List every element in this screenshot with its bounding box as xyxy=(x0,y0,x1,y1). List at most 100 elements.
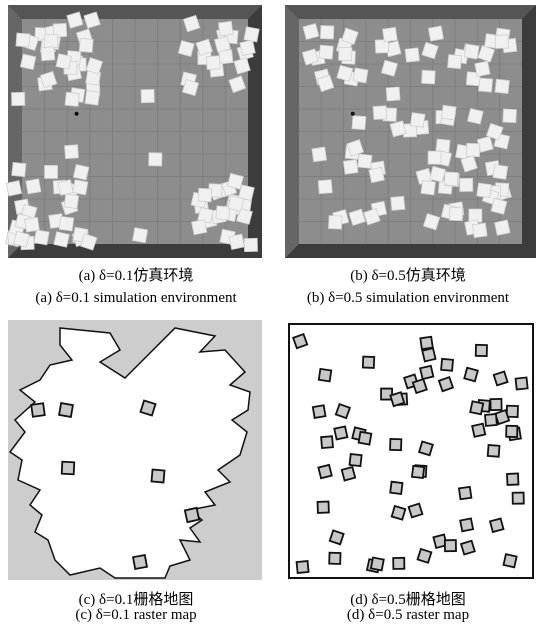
obstacle xyxy=(420,337,432,349)
obstacle xyxy=(410,113,425,128)
obstacle xyxy=(490,399,501,410)
obstacle xyxy=(6,181,21,196)
obstacle xyxy=(391,196,405,210)
obstacle xyxy=(41,47,55,61)
obstacle xyxy=(516,377,528,389)
obstacle xyxy=(390,482,402,494)
obstacle xyxy=(152,470,165,483)
obstacle xyxy=(141,89,154,102)
obstacle xyxy=(244,27,259,42)
obstacle xyxy=(445,540,456,551)
obstacle xyxy=(318,502,329,513)
obstacle xyxy=(328,216,342,230)
obstacle xyxy=(495,220,510,235)
obstacle xyxy=(297,561,309,573)
obstacle xyxy=(44,34,57,47)
obstacle xyxy=(62,462,75,475)
obstacle xyxy=(472,223,487,238)
obstacle xyxy=(421,180,436,195)
obstacle xyxy=(343,160,358,175)
obstacle xyxy=(85,91,100,106)
obstacle xyxy=(491,198,507,214)
obstacle xyxy=(422,348,435,361)
caption-cn: (d) δ=0.5栅格地图 xyxy=(272,588,544,609)
obstacle xyxy=(409,504,423,518)
obstacle xyxy=(16,33,30,47)
obstacle xyxy=(476,345,487,356)
obstacle xyxy=(442,105,457,120)
obstacle xyxy=(244,238,257,251)
obstacle xyxy=(227,173,243,189)
caption-en: (b) δ=0.5 simulation environment xyxy=(272,290,544,307)
obstacle xyxy=(493,165,508,180)
obstacle xyxy=(441,359,453,371)
obstacle xyxy=(464,44,479,59)
obstacle xyxy=(54,232,70,248)
obstacle xyxy=(475,61,490,76)
obstacle xyxy=(318,465,331,478)
obstacle xyxy=(65,92,79,106)
caption-cn: (c) δ=0.1栅格地图 xyxy=(0,588,272,609)
obstacle xyxy=(390,392,404,406)
obstacle xyxy=(428,151,441,164)
obstacle xyxy=(428,26,443,41)
figure: (a) δ=0.1仿真环境 (a) δ=0.1 simulation envir… xyxy=(0,0,544,629)
obstacle xyxy=(369,167,385,183)
obstacle xyxy=(467,108,483,124)
wall-bevel xyxy=(285,5,536,19)
obstacle xyxy=(149,153,162,166)
obstacle xyxy=(412,466,424,478)
obstacle xyxy=(303,24,319,40)
obstacle xyxy=(460,178,473,191)
obstacle xyxy=(495,79,509,93)
obstacle xyxy=(133,555,147,569)
obstacle xyxy=(390,439,401,450)
obstacle xyxy=(353,68,368,83)
obstacle xyxy=(488,445,500,457)
obstacle xyxy=(390,121,406,137)
obstacle xyxy=(430,166,446,182)
obstacle xyxy=(34,230,49,245)
obstacle xyxy=(383,27,398,42)
obstacle xyxy=(12,92,25,105)
obstacle xyxy=(413,379,427,393)
origin xyxy=(75,112,79,116)
obstacle xyxy=(418,549,432,563)
obstacle xyxy=(312,147,327,162)
obstacle xyxy=(477,183,492,198)
obstacle xyxy=(293,334,307,348)
obstacle xyxy=(464,368,478,382)
obstacle xyxy=(25,217,40,232)
obstacle xyxy=(461,541,475,555)
obstacle xyxy=(444,172,458,186)
obstacle xyxy=(490,519,503,532)
obstacle xyxy=(393,558,404,569)
obstacle xyxy=(320,25,333,38)
caption-cn: (b) δ=0.5仿真环境 xyxy=(272,264,544,285)
obstacle xyxy=(14,231,30,247)
obstacle xyxy=(359,432,372,445)
obstacle xyxy=(472,424,485,437)
obstacle xyxy=(478,78,492,92)
obstacle xyxy=(339,47,352,60)
origin xyxy=(351,112,355,116)
obstacle xyxy=(219,50,233,64)
obstacle xyxy=(198,188,212,202)
obstacle xyxy=(228,196,244,212)
caption-en: (a) δ=0.1 simulation environment xyxy=(0,290,272,307)
obstacle xyxy=(460,518,473,531)
obstacle xyxy=(79,38,93,52)
caption-cn: (a) δ=0.1仿真环境 xyxy=(0,264,272,285)
obstacle xyxy=(405,48,419,62)
obstacle xyxy=(318,180,332,194)
obstacle xyxy=(64,194,79,209)
obstacle xyxy=(420,366,433,379)
obstacle xyxy=(140,400,155,415)
obstacle xyxy=(373,106,387,120)
obstacle xyxy=(59,403,73,417)
obstacle xyxy=(26,179,41,194)
obstacle xyxy=(12,162,26,176)
obstacle xyxy=(419,441,433,455)
obstacle xyxy=(422,70,436,84)
obstacle xyxy=(449,207,463,221)
